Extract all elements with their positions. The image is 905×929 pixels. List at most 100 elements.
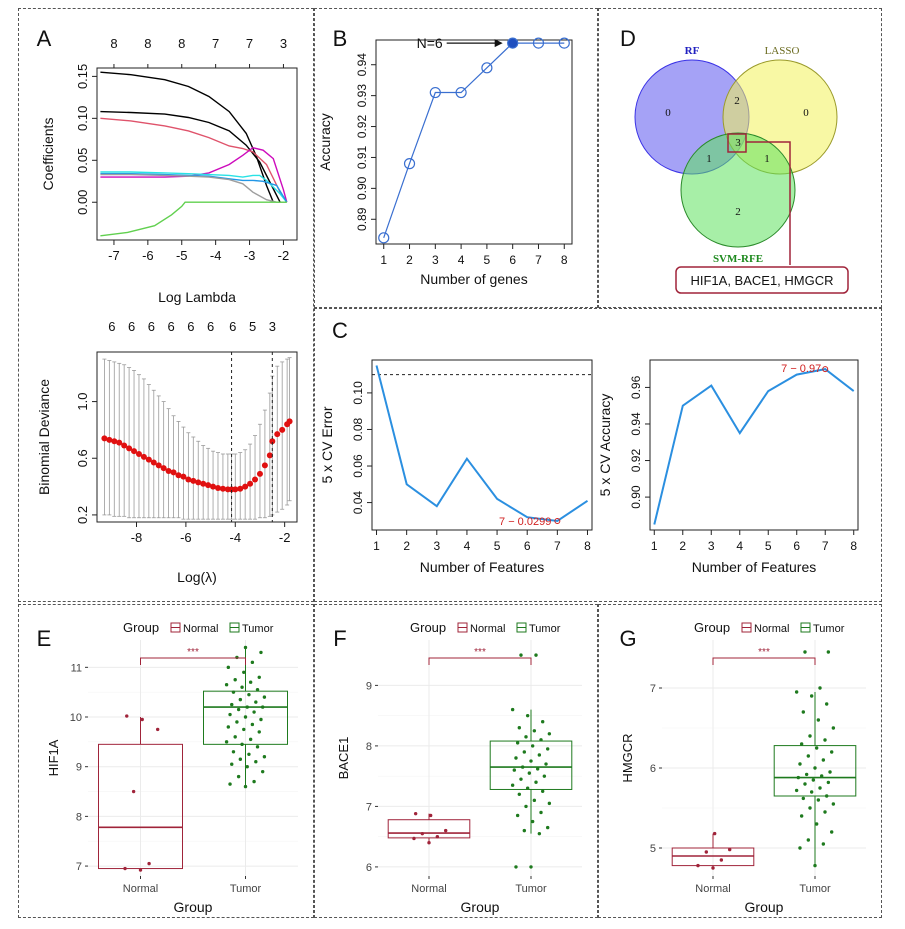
e-data-point — [238, 757, 243, 761]
a1-top-tick-label: 8 — [178, 36, 185, 51]
c2-accuracy-line — [653, 368, 855, 525]
g-data-point — [829, 750, 834, 754]
b-y-tick-label: 0.94 — [355, 53, 369, 77]
e-data-point — [224, 683, 229, 687]
f-data-point — [535, 767, 540, 771]
a2-top-tick-label: 6 — [207, 319, 214, 334]
e-data-point — [236, 774, 241, 779]
f-data-point — [529, 865, 533, 869]
panel-label-d: D — [620, 26, 636, 51]
b-x-tick-label: 6 — [509, 253, 516, 267]
b-x-tick-label: 3 — [432, 253, 439, 267]
d-result-box — [675, 266, 849, 294]
f-data-point — [520, 765, 525, 769]
g-data-point — [821, 758, 826, 762]
a2-deviance-point — [279, 426, 286, 433]
f-data-point — [519, 653, 523, 657]
g-data-point — [799, 742, 804, 746]
e-data-point — [226, 725, 231, 729]
b-y-tick-label: 0.90 — [355, 176, 369, 200]
f-data-point — [517, 792, 522, 797]
f-data-point — [534, 780, 538, 784]
f-box — [387, 819, 471, 839]
e-data-point — [245, 764, 249, 769]
panel-b — [314, 8, 598, 308]
g-data-point — [799, 814, 804, 818]
a1-top-tick-label: 8 — [144, 36, 151, 51]
d-venn-count: 1 — [706, 153, 712, 165]
f-data-point — [515, 813, 520, 818]
a2-deviance-point — [101, 435, 108, 442]
b-x-tick-label: 8 — [561, 253, 568, 267]
g-data-point — [814, 746, 819, 750]
f-data-point — [530, 744, 535, 748]
a2-x-tick-label: -4 — [229, 530, 241, 545]
f-data-point — [547, 732, 552, 736]
a2-deviance-point — [116, 439, 123, 446]
e-y-tick-label: 10 — [70, 712, 82, 724]
e-data-point — [123, 866, 127, 871]
f-data-point — [514, 865, 518, 869]
f-data-point — [547, 801, 552, 806]
a2-deviance-point — [150, 459, 157, 466]
a2-deviance-point — [269, 438, 276, 445]
f-data-point — [545, 747, 550, 751]
c2-x-tick-label: 8 — [850, 539, 857, 553]
d-venn-count: 3 — [735, 137, 741, 149]
c1-x-tick-label: 3 — [433, 539, 440, 553]
g-data-point — [831, 726, 836, 730]
e-data-point — [235, 655, 239, 660]
g-data-point — [801, 710, 806, 714]
g-data-point — [818, 686, 822, 690]
f-data-point — [524, 735, 528, 739]
panel-d — [598, 8, 882, 308]
f-data-point — [519, 777, 523, 781]
a2-deviance-point — [237, 485, 244, 492]
a1-top-tick-label: 3 — [280, 36, 287, 51]
e-data-point — [257, 730, 261, 734]
c2-x-tick-label: 2 — [679, 539, 686, 553]
a2-deviance-point — [190, 477, 197, 484]
a1-x-axis-label: Log Lambda — [158, 289, 236, 305]
c1-x-tick-label: 6 — [524, 539, 531, 553]
f-data-point — [540, 719, 545, 724]
a1-x-tick-label: -6 — [142, 248, 154, 263]
a2-deviance-point — [175, 472, 182, 479]
b-accuracy-point — [481, 62, 493, 74]
a1-coefficient-path — [100, 172, 288, 203]
c1-y-axis-label: 5 x CV Error — [319, 406, 335, 483]
e-data-point — [257, 675, 261, 679]
f-data-point — [412, 836, 416, 841]
f-significance-bracket — [428, 657, 532, 665]
e-data-point — [248, 737, 253, 742]
d-venn-circle — [680, 132, 796, 248]
a1-y-axis-label: Coefficients — [40, 118, 56, 191]
e-significance-bracket — [140, 657, 246, 665]
g-data-point — [711, 866, 715, 870]
g-data-point — [806, 838, 811, 842]
panel-label-g: G — [619, 626, 636, 651]
g-legend-item: Normal — [754, 623, 789, 635]
b-x-tick-label: 1 — [380, 253, 387, 267]
c1-x-tick-label: 8 — [584, 539, 591, 553]
f-data-point — [544, 762, 548, 766]
e-data-point — [250, 722, 255, 727]
e-data-point — [252, 779, 256, 784]
a2-deviance-point — [242, 483, 249, 490]
e-data-point — [226, 665, 231, 670]
g-y-tick-label: 6 — [650, 763, 656, 775]
f-data-point — [524, 804, 528, 809]
e-data-point — [240, 685, 244, 689]
a1-top-tick-label: 7 — [212, 36, 219, 51]
a2-plot-frame — [96, 351, 298, 523]
e-data-point — [235, 720, 239, 724]
b-y-tick-label: 0.91 — [355, 145, 369, 169]
c2-y-tick-label: 0.90 — [629, 485, 643, 509]
a2-y-tick-label: 0.6 — [75, 449, 90, 467]
a2-deviance-point — [266, 452, 273, 459]
e-data-point — [242, 670, 246, 674]
e-data-point — [138, 868, 143, 872]
a2-deviance-point — [219, 485, 226, 492]
g-data-point — [696, 863, 700, 868]
f-data-point — [539, 738, 543, 742]
